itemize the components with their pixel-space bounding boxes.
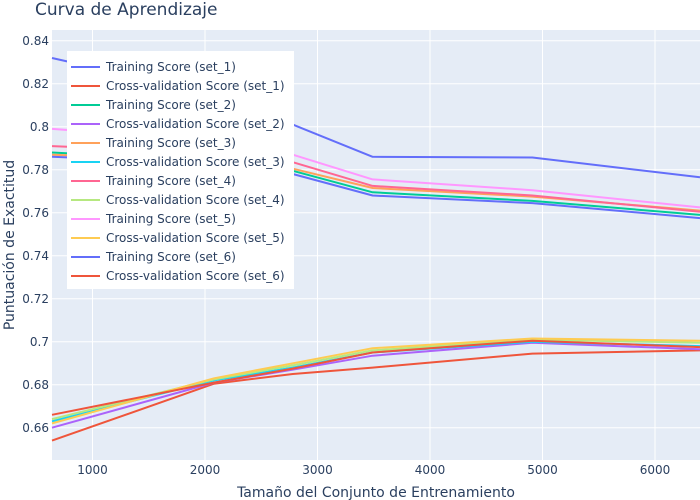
x-tick-labels: 1000 2000 3000 4000 5000 6000	[77, 463, 670, 477]
y-tick-label: 0.68	[22, 378, 49, 392]
legend-entry[interactable]: Cross-validation Score (set_2)	[106, 117, 285, 131]
x-tick-label: 5000	[527, 463, 558, 477]
x-tick-label: 3000	[302, 463, 333, 477]
legend-entry[interactable]: Training Score (set_3)	[105, 136, 236, 150]
y-tick-label: 0.78	[22, 163, 49, 177]
legend: Training Score (set_1) Cross-validation S…	[67, 51, 294, 289]
legend-entry[interactable]: Cross-validation Score (set_4)	[106, 193, 285, 207]
x-tick-label: 4000	[415, 463, 446, 477]
chart-title: Curva de Aprendizaje	[35, 0, 217, 20]
x-axis-title: Tamaño del Conjunto de Entrenamiento	[236, 485, 515, 500]
legend-entry[interactable]: Cross-validation Score (set_1)	[106, 79, 285, 93]
y-tick-label: 0.84	[22, 34, 49, 48]
x-tick-label: 6000	[640, 463, 671, 477]
x-tick-label: 2000	[190, 463, 221, 477]
y-tick-label: 0.66	[22, 421, 49, 435]
legend-box	[67, 51, 294, 289]
y-tick-labels: 0.66 0.68 0.7 0.72 0.74 0.76 0.78 0.8 0.82 0.84	[22, 34, 49, 435]
y-tick-label: 0.8	[30, 120, 49, 134]
y-tick-label: 0.72	[22, 292, 49, 306]
legend-entry[interactable]: Training Score (set_1)	[105, 60, 236, 74]
y-tick-label: 0.76	[22, 206, 49, 220]
y-axis-title: Puntuación de Exactitud	[2, 160, 18, 330]
legend-entry[interactable]: Training Score (set_2)	[105, 98, 236, 112]
series-line-12	[51, 339, 700, 416]
y-tick-label: 0.74	[22, 249, 49, 263]
legend-entry[interactable]: Cross-validation Score (set_6)	[106, 269, 285, 283]
legend-entry[interactable]: Cross-validation Score (set_5)	[106, 231, 285, 245]
legend-entry[interactable]: Training Score (set_6)	[105, 250, 236, 264]
series-line-10	[51, 337, 700, 425]
legend-entry[interactable]: Training Score (set_5)	[105, 212, 236, 226]
x-tick-label: 1000	[77, 463, 108, 477]
legend-entry[interactable]: Cross-validation Score (set_3)	[106, 155, 285, 169]
series-line-2	[51, 349, 700, 442]
y-tick-label: 0.7	[30, 335, 49, 349]
series-line-4	[51, 341, 700, 429]
legend-entry[interactable]: Training Score (set_4)	[105, 174, 236, 188]
y-tick-label: 0.82	[22, 77, 49, 91]
